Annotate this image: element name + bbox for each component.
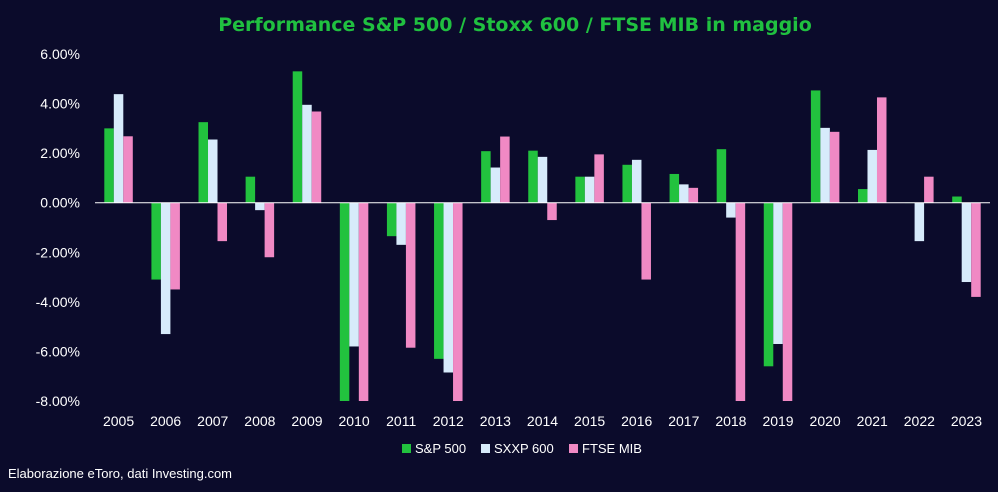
y-axis-ticks: 6.00% 4.00% 2.00% 0.00% -2.00% -4.00% -6.00% -8… [36,46,80,409]
bar-sxxp-600-2005 [113,94,124,203]
bar-ftse-mib-2010 [358,202,369,401]
bar-s-p-500-2016 [622,164,632,203]
x-tick-label: 2018 [715,413,746,429]
y-tick-label: -6.00% [36,343,80,359]
bar-sxxp-600-2023 [961,202,972,283]
bar-s-p-500-2023 [952,196,962,203]
bar-sxxp-600-2019 [773,202,783,344]
legend-swatch [481,444,490,453]
x-tick-label: 2019 [762,413,793,429]
x-tick-label: 2008 [244,413,275,429]
bar-ftse-mib-2014 [547,202,557,221]
bar-ftse-mib-2013 [500,136,510,203]
legend-label: S&P 500 [415,441,466,456]
bar-ftse-mib-2008 [264,202,275,258]
x-tick-label: 2022 [904,413,935,429]
x-tick-label: 2017 [668,413,699,429]
bar-s-p-500-2014 [528,150,538,203]
x-tick-label: 2011 [386,413,416,429]
bar-s-p-500-2015 [575,176,585,203]
bar-s-p-500-2010 [339,202,350,401]
bar-ftse-mib-2022 [924,176,934,203]
x-tick-label: 2015 [574,413,605,429]
x-tick-label: 2010 [339,413,370,429]
x-tick-label: 2016 [621,413,652,429]
bar-ftse-mib-2007 [217,202,228,242]
legend-swatch [402,444,411,453]
bar-s-p-500-2011 [386,202,397,237]
x-axis-ticks: 2005 2006 2007 2008 2009 2010 2011 2012 2013 2014… [103,413,982,429]
chart-title: Performance S&P 500 / Stoxx 600 / FTSE M… [218,14,812,36]
bar-ftse-mib-2009 [311,111,322,203]
y-tick-label: -8.00% [36,393,80,409]
bar-sxxp-600-2008 [255,202,265,211]
bar-s-p-500-2017 [669,173,680,203]
x-tick-label: 2009 [291,413,322,429]
x-tick-label: 2005 [103,413,134,429]
x-tick-label: 2006 [150,413,181,429]
bar-s-p-500-2021 [857,189,868,203]
bars [104,71,981,401]
bar-sxxp-600-2017 [679,184,689,203]
bar-ftse-mib-2017 [688,187,699,203]
bar-ftse-mib-2006 [170,202,180,290]
legend: S&P 500 SXXP 600 FTSE MIB [402,441,642,456]
bar-ftse-mib-2011 [405,202,416,348]
legend-swatch [569,444,578,453]
x-tick-label: 2023 [951,413,982,429]
bar-ftse-mib-2021 [876,97,887,203]
bar-sxxp-600-2014 [537,156,548,203]
x-tick-label: 2007 [197,413,228,429]
bar-sxxp-600-2015 [584,176,595,203]
bar-s-p-500-2013 [481,151,491,203]
bar-s-p-500-2019 [763,202,774,367]
bar-sxxp-600-2021 [867,149,877,203]
bar-s-p-500-2005 [104,128,114,203]
legend-label: FTSE MIB [582,441,642,456]
bar-sxxp-600-2007 [208,139,218,203]
bar-ftse-mib-2015 [594,154,604,203]
bar-s-p-500-2018 [716,149,727,203]
y-tick-label: 6.00% [40,46,80,62]
bar-ftse-mib-2012 [453,202,463,401]
y-tick-label: 0.00% [40,195,80,211]
bar-sxxp-600-2022 [914,202,925,242]
bar-s-p-500-2008 [245,176,256,203]
bar-sxxp-600-2016 [631,159,642,203]
bar-s-p-500-2007 [198,122,209,203]
bar-ftse-mib-2020 [829,131,840,203]
bar-s-p-500-2012 [434,202,444,359]
bar-s-p-500-2009 [292,71,303,203]
x-tick-label: 2013 [480,413,511,429]
bar-sxxp-600-2020 [820,127,830,203]
bar-ftse-mib-2018 [735,202,746,401]
bar-sxxp-600-2009 [302,104,312,203]
source-note: Elaborazione eToro, dati Investing.com [8,466,233,481]
x-tick-label: 2020 [810,413,841,429]
bar-sxxp-600-2013 [490,167,501,203]
y-tick-label: 4.00% [40,96,80,112]
x-tick-label: 2012 [433,413,464,429]
x-tick-label: 2021 [857,413,888,429]
bar-s-p-500-2006 [151,202,161,280]
bar-sxxp-600-2011 [396,202,406,245]
bar-sxxp-600-2006 [160,202,171,335]
bar-sxxp-600-2018 [726,202,736,218]
legend-label: SXXP 600 [494,441,554,456]
x-tick-label: 2014 [527,413,558,429]
bar-sxxp-600-2012 [443,202,454,373]
y-tick-label: -2.00% [36,244,80,260]
bar-ftse-mib-2016 [641,202,651,280]
bar-ftse-mib-2005 [123,136,133,203]
bar-s-p-500-2020 [810,90,821,203]
bar-ftse-mib-2023 [971,202,981,297]
y-tick-label: 2.00% [40,145,80,161]
y-tick-label: -4.00% [36,294,80,310]
bar-ftse-mib-2019 [782,202,793,401]
bar-sxxp-600-2010 [349,202,359,347]
